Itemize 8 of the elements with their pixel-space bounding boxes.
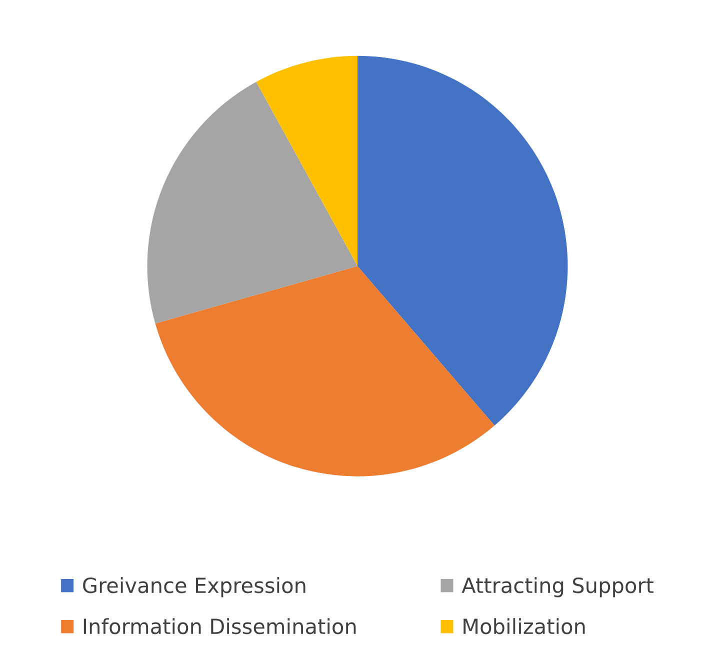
pie-slice bbox=[256, 56, 358, 266]
legend-label: Mobilization bbox=[464, 618, 585, 634]
legend-label: Information Dissemination bbox=[84, 618, 356, 634]
pie-slice bbox=[147, 82, 358, 324]
pie-slice bbox=[358, 56, 568, 426]
legend-label: Attracting Support bbox=[462, 577, 654, 598]
legend-label: Greivance Expression bbox=[83, 577, 306, 598]
pie-slice bbox=[155, 266, 495, 476]
